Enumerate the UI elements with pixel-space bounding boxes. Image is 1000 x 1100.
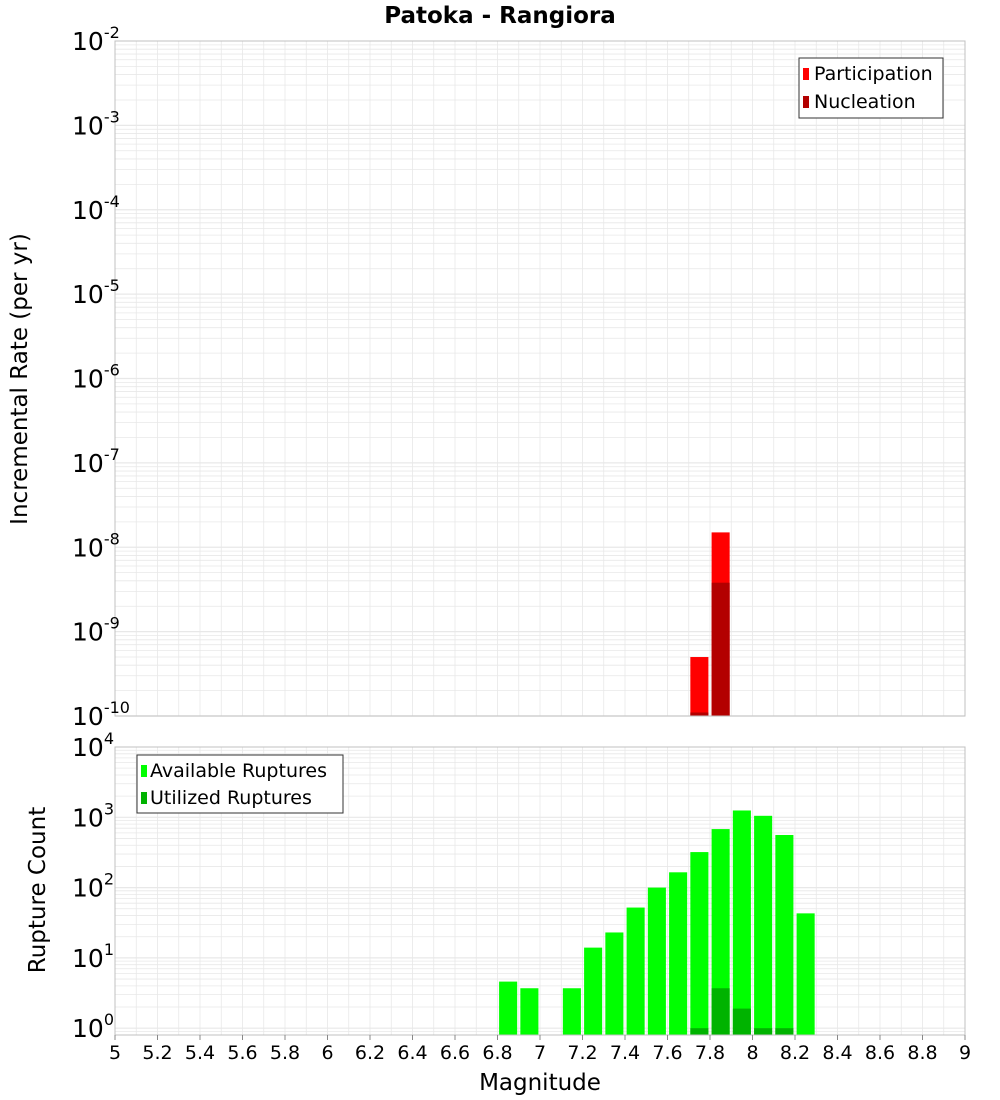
count-bar-available-ruptures <box>711 829 730 1035</box>
rate-legend-label: Participation <box>814 63 933 85</box>
count-bar-utilized-ruptures <box>754 1028 773 1035</box>
chart-title: Patoka - Rangiora <box>384 3 616 29</box>
x-tick-label: 6.4 <box>397 1042 427 1064</box>
count-bar-utilized-ruptures <box>775 1028 794 1035</box>
rate-bar-participation <box>690 657 709 716</box>
count-bar-available-ruptures <box>584 947 603 1035</box>
x-tick-label: 8.4 <box>822 1042 852 1064</box>
rate-y-tick-label: 10-9 <box>72 614 120 647</box>
x-tick-label: 5.4 <box>185 1042 215 1064</box>
rate-panel: 10-10 10-9 10-8 10-7 10-6 10-5 10-4 10-3 10-2 Par… <box>72 23 966 731</box>
x-tick-label: 6.2 <box>355 1042 385 1064</box>
count-bar-available-ruptures <box>690 852 709 1035</box>
count-y-tick-label: 103 <box>72 799 114 832</box>
rate-bar-nucleation <box>690 712 709 716</box>
rate-y-tick-label: 10-5 <box>72 276 120 309</box>
x-tick-label: 6.6 <box>440 1042 470 1064</box>
x-tick-label: 6.8 <box>482 1042 512 1064</box>
count-y-tick-label: 104 <box>72 729 114 762</box>
rate-legend-box <box>798 57 944 119</box>
count-bar-available-ruptures <box>562 988 581 1035</box>
x-tick-label: 9 <box>959 1042 971 1064</box>
count-bar-utilized-ruptures <box>732 1008 751 1035</box>
rate-y-tick-label: 10-2 <box>72 23 120 56</box>
count-y-axis-label: Rupture Count <box>25 807 51 973</box>
rate-y-tick-label: 10-6 <box>72 361 120 394</box>
rate-legend-swatch <box>803 68 809 80</box>
x-tick-label: 8.8 <box>907 1042 937 1064</box>
count-legend-label: Utilized Ruptures <box>150 787 312 809</box>
x-tick-label: 6 <box>321 1042 333 1064</box>
x-tick-label: 8.2 <box>780 1042 810 1064</box>
count-bar-available-ruptures <box>669 872 688 1035</box>
count-bar-available-ruptures <box>626 907 645 1035</box>
x-axis-label: Magnitude <box>479 1070 601 1096</box>
count-bar-available-ruptures <box>775 834 794 1035</box>
x-tick-label: 8 <box>746 1042 758 1064</box>
x-tick-label: 8.6 <box>865 1042 895 1064</box>
count-y-tick-label: 102 <box>72 870 114 903</box>
count-bar-available-ruptures <box>647 887 666 1035</box>
rate-y-tick-label: 10-10 <box>72 698 130 731</box>
x-tick-label: 7.4 <box>610 1042 640 1064</box>
x-tick-label: 5.6 <box>227 1042 257 1064</box>
x-tick-label: 5.8 <box>270 1042 300 1064</box>
count-bar-available-ruptures <box>796 913 815 1035</box>
count-y-tick-label: 101 <box>72 940 114 973</box>
x-tick-label: 7.2 <box>567 1042 597 1064</box>
rate-y-tick-label: 10-4 <box>72 192 120 225</box>
rate-y-tick-label: 10-7 <box>72 445 120 478</box>
x-tick-label: 5.2 <box>142 1042 172 1064</box>
count-legend-label: Available Ruptures <box>150 760 327 782</box>
x-tick-label: 7.8 <box>695 1042 725 1064</box>
rate-bar-nucleation <box>711 582 730 716</box>
count-legend-swatch <box>141 765 147 777</box>
count-y-tick-label: 100 <box>72 1010 114 1043</box>
rate-plot-frame <box>114 40 966 717</box>
count-bar-available-ruptures <box>499 981 518 1035</box>
count-bar-available-ruptures <box>732 810 751 1035</box>
count-bar-available-ruptures <box>520 988 539 1035</box>
count-bar-utilized-ruptures <box>711 988 730 1035</box>
x-tick-label: 7 <box>534 1042 546 1064</box>
x-tick-label: 7.6 <box>652 1042 682 1064</box>
x-tick-label: 5 <box>109 1042 121 1064</box>
rate-y-axis-label: Incremental Rate (per yr) <box>7 233 33 525</box>
count-legend-swatch <box>141 792 147 804</box>
count-bar-utilized-ruptures <box>690 1028 709 1035</box>
rate-y-tick-label: 10-8 <box>72 529 120 562</box>
rate-legend-label: Nucleation <box>814 91 916 113</box>
count-bar-available-ruptures <box>754 815 773 1035</box>
rate-legend-swatch <box>803 96 809 108</box>
count-bar-available-ruptures <box>605 932 624 1035</box>
count-legend-box <box>136 754 344 814</box>
rate-y-tick-label: 10-3 <box>72 107 120 140</box>
count-panel: 100 101 102 103 104 Available Ruptures Utilize… <box>72 729 971 1064</box>
